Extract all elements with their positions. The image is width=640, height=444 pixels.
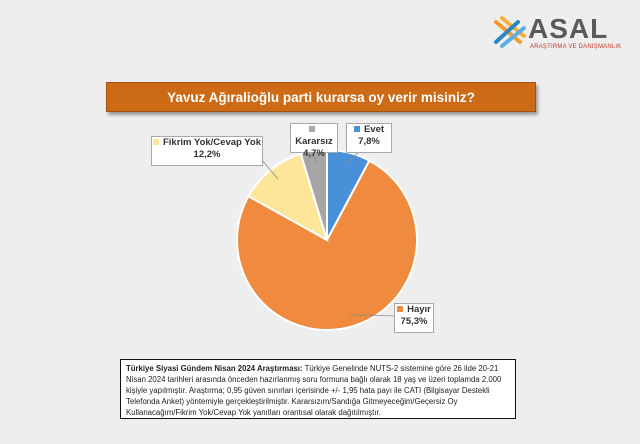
brand-logo: ASAL ARAŞTIRMA VE DANIŞMANLIK xyxy=(492,14,632,54)
legend-key-hayir xyxy=(397,306,404,312)
callout-evet: Evet 7,8% xyxy=(346,123,392,153)
pie-slice-hayır xyxy=(236,159,418,331)
value-kararsiz: 4,7% xyxy=(303,148,325,159)
chart-title: Yavuz Ağıralioğlu parti kurarsa oy verir… xyxy=(106,82,536,112)
note-heading: Türkiye Siyasi Gündem Nisan 2024 Araştır… xyxy=(126,364,303,373)
value-evet: 7,8% xyxy=(358,136,380,147)
callout-hayir: Hayır 75,3% xyxy=(394,303,434,333)
label-hayir: Hayır xyxy=(407,304,431,315)
note-body: Türkiye Genelinde NUTS-2 sistemine göre … xyxy=(126,364,502,417)
leader-line-fikrim-yok-cevap-yok xyxy=(261,159,279,180)
callout-fikrim: Fikrim Yok/Cevap Yok 12,2% xyxy=(151,136,263,166)
label-evet: Evet xyxy=(363,124,385,135)
label-fikrim: Fikrim Yok/Cevap Yok xyxy=(162,137,262,148)
legend-key-kararsiz xyxy=(309,126,315,132)
asal-logo-icon xyxy=(494,16,526,48)
value-hayir: 75,3% xyxy=(400,316,428,327)
legend-key-fikrim xyxy=(152,139,159,145)
leader-line-hayır xyxy=(348,314,397,317)
brand-tagline: ARAŞTIRMA VE DANIŞMANLIK xyxy=(530,44,622,50)
callout-kararsiz: Kararsız 4,7% xyxy=(290,123,338,159)
value-fikrim: 12,2% xyxy=(193,149,221,160)
legend-key-evet xyxy=(353,126,360,132)
label-kararsiz: Kararsız xyxy=(295,136,333,147)
methodology-note: Türkiye Siyasi Gündem Nisan 2024 Araştır… xyxy=(120,359,516,419)
brand-name: ASAL xyxy=(528,13,609,44)
